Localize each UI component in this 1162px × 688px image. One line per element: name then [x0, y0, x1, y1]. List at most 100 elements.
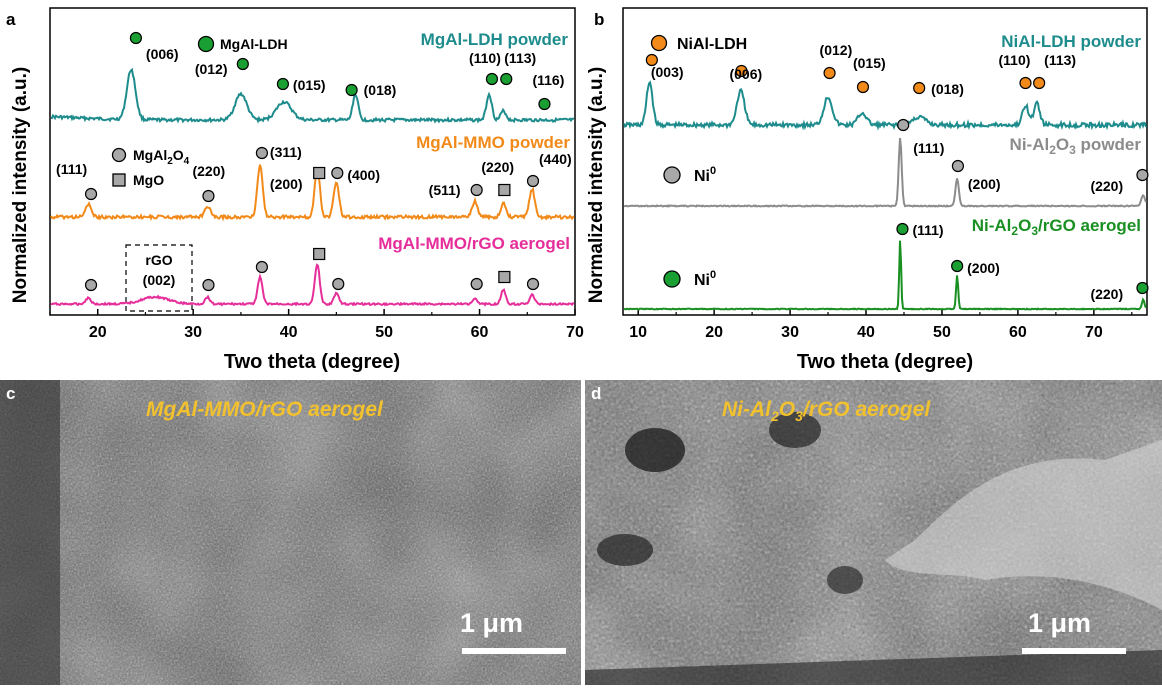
- x-tick-label: 50: [933, 324, 951, 341]
- panel-a-ylabel: Normalized intensity (a.u.): [10, 67, 31, 303]
- legend-mgo-label: MgO: [133, 172, 164, 188]
- trace-label-ni-al2o3-powder: Ni-Al2O3 powder: [1010, 135, 1142, 157]
- peak-marker: [84, 187, 98, 201]
- xrd-trace-3: [50, 263, 575, 307]
- legend-ni0-label-green: Ni0: [694, 269, 716, 289]
- peak-marker: [526, 174, 540, 188]
- hkl-label: (220): [481, 159, 514, 175]
- x-tick-label: 20: [705, 324, 723, 341]
- legend-ni0-marker-gray: [663, 166, 681, 184]
- peak-marker: [255, 260, 269, 274]
- legend-ldh-marker-a: [197, 35, 215, 53]
- trace-label-mgal-ldh: MgAl-LDH powder: [421, 30, 569, 49]
- hkl-label: (220): [1090, 286, 1123, 302]
- sem-title-d: Ni-Al2O3/rGO aerogel: [722, 398, 931, 425]
- peak-marker: [1136, 168, 1149, 182]
- scalebar-label-c: 1 μm: [460, 608, 524, 638]
- scalebar-d: [1022, 648, 1126, 654]
- peak-marker: [498, 183, 511, 197]
- peak-marker: [255, 146, 269, 160]
- x-tick-label: 40: [857, 324, 875, 341]
- legend-ldh-label-a: MgAl-LDH: [220, 36, 288, 52]
- sem-title-c: MgAl-MMO/rGO aerogel: [146, 398, 383, 421]
- panel-letter-c: c: [6, 384, 16, 403]
- hkl-label: (111): [56, 161, 87, 177]
- peak-marker: [856, 80, 870, 94]
- legend-nial-ldh-label: NiAl-LDH: [677, 36, 747, 53]
- x-tick-label: 10: [629, 324, 647, 341]
- peak-marker: [1136, 281, 1149, 295]
- hkl-label: (113): [504, 50, 536, 66]
- xrd-figure: a Normalized intensity (a.u.) 20 30 40 50 60…: [6, 7, 1149, 373]
- peak-marker: [951, 259, 964, 273]
- hkl-label: (200): [967, 260, 1000, 276]
- hkl-label: (200): [968, 176, 1001, 192]
- legend-spinel-marker: [111, 147, 127, 163]
- panel-letter-a: a: [6, 10, 16, 29]
- peak-marker: [526, 277, 540, 291]
- peak-marker: [84, 278, 98, 292]
- hkl-label: (113): [1044, 52, 1076, 68]
- sem-image-d: d Ni-Al2O3/rGO aerogel 1 μm: [585, 380, 1162, 685]
- hkl-label: (018): [931, 81, 964, 97]
- x-tick-label: 40: [280, 324, 298, 341]
- peak-marker: [313, 247, 326, 261]
- x-tick-label: 20: [89, 324, 107, 341]
- panel-letter-b: b: [594, 10, 604, 29]
- peak-marker: [500, 72, 513, 86]
- panel-a-frame: [49, 7, 576, 316]
- xrd-trace-1: [50, 67, 575, 124]
- sem-texture-d: [585, 380, 1162, 685]
- xrd-trace-2: [623, 137, 1147, 208]
- x-tick-label: 60: [471, 324, 489, 341]
- peak-marker: [313, 166, 326, 180]
- hkl-label: (110): [469, 50, 501, 66]
- peak-marker: [470, 183, 483, 197]
- panel-a-xlabel: Two theta (degree): [224, 351, 400, 373]
- x-tick-label: 60: [1009, 324, 1027, 341]
- peak-marker: [202, 278, 215, 292]
- hkl-label: (116): [532, 72, 564, 88]
- peak-marker: [951, 159, 965, 173]
- hkl-label: (006): [729, 66, 762, 82]
- peak-marker: [485, 72, 499, 86]
- hkl-label: (511): [429, 182, 461, 198]
- peak-marker: [823, 66, 836, 80]
- sem-image-c: c MgAl-MMO/rGO aerogel 1 μm: [0, 380, 581, 685]
- peak-marker: [470, 277, 483, 291]
- panel-b-ylabel: Normalized intensity (a.u.): [586, 67, 607, 303]
- hkl-label: (006): [146, 46, 179, 62]
- peak-marker: [645, 53, 658, 67]
- legend-mgo-marker: [112, 173, 126, 187]
- hkl-label: (220): [1090, 178, 1123, 194]
- hkl-label: (111): [912, 222, 943, 238]
- hkl-label: (003): [651, 64, 684, 80]
- sem-texture-c: [0, 380, 581, 685]
- x-tick-label: 30: [781, 324, 799, 341]
- scalebar-c: [462, 648, 566, 654]
- peak-marker: [276, 77, 290, 91]
- scalebar-label-d: 1 μm: [1028, 608, 1092, 638]
- peak-marker: [345, 83, 358, 97]
- peak-marker: [236, 57, 249, 71]
- hkl-label: (110): [998, 52, 1030, 68]
- hkl-label: (440): [539, 151, 572, 167]
- peak-marker: [129, 31, 143, 45]
- panel-b-xlabel: Two theta (degree): [797, 351, 973, 373]
- rgo-label: rGO: [145, 252, 172, 268]
- peak-marker: [896, 222, 909, 236]
- legend-ni0-marker-green: [663, 270, 681, 288]
- hkl-label: (220): [192, 163, 225, 179]
- hkl-label: (015): [293, 77, 326, 93]
- xrd-trace-1: [623, 80, 1147, 131]
- peak-marker: [332, 277, 345, 291]
- rgo-plane-label: (002): [143, 272, 176, 288]
- panel-b-frame: [622, 7, 1148, 316]
- hkl-label: (111): [913, 140, 944, 156]
- peak-marker: [913, 81, 926, 95]
- hkl-label: (012): [195, 61, 228, 77]
- hkl-label: (400): [347, 167, 380, 183]
- peak-marker: [897, 118, 910, 132]
- xrd-trace-2: [50, 164, 575, 222]
- trace-label-ni-al2o3-rgo: Ni-Al2O3/rGO aerogel: [972, 216, 1141, 238]
